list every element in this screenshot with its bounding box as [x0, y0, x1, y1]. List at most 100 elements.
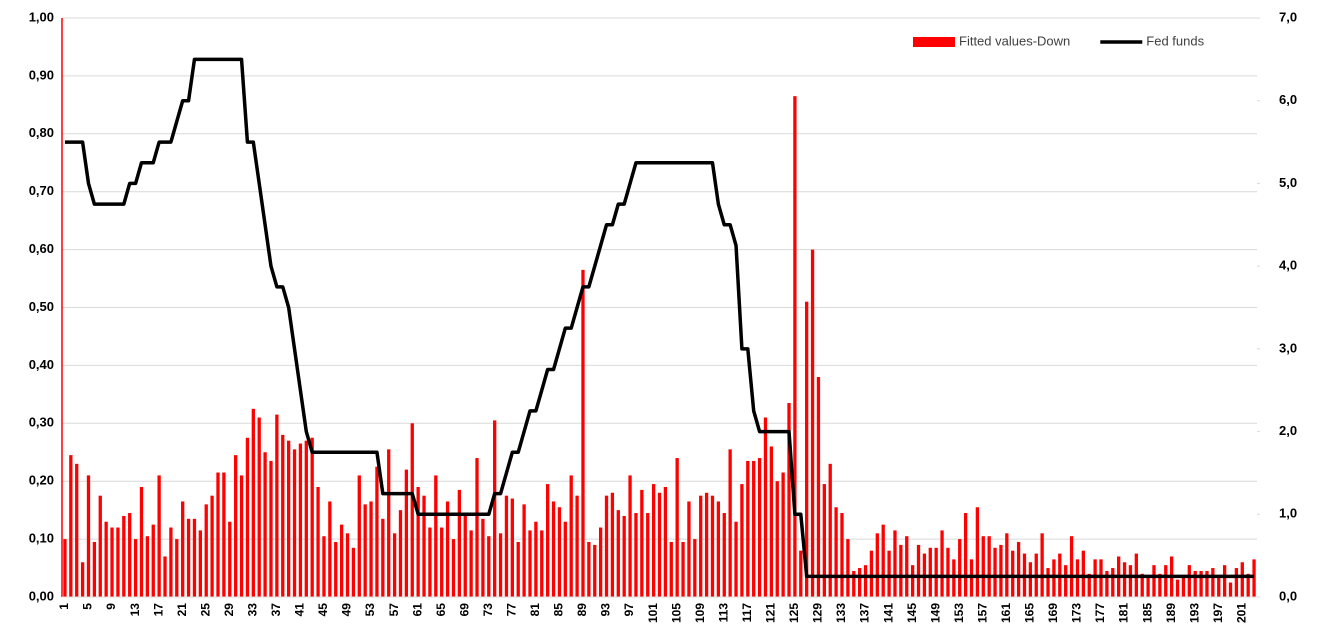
legend-label: Fed funds: [1146, 33, 1204, 48]
y-tick-label: 0,20: [29, 473, 54, 488]
bar: [728, 449, 732, 597]
x-tick-label: 57: [387, 603, 401, 617]
bar: [1005, 533, 1009, 597]
bar: [1199, 570, 1203, 597]
bar: [1181, 576, 1186, 597]
x-tick-label: 81: [528, 603, 542, 617]
bar: [1081, 550, 1085, 597]
bar: [598, 527, 603, 597]
bar: [210, 495, 214, 597]
bar: [840, 513, 844, 597]
bar: [504, 495, 509, 597]
bar: [593, 544, 597, 597]
x-tick-label: 89: [575, 603, 589, 617]
bar: [428, 527, 432, 597]
bar: [375, 466, 379, 597]
x-tick-label: 197: [1211, 603, 1225, 623]
bar: [834, 507, 838, 597]
bar: [163, 556, 167, 597]
bar: [640, 489, 644, 597]
bar: [481, 518, 485, 597]
bar: [822, 484, 826, 597]
bar: [604, 495, 609, 597]
bar: [86, 475, 91, 597]
x-tick-label: 189: [1164, 603, 1178, 623]
x-tick-label: 105: [669, 603, 683, 623]
bar: [651, 484, 656, 597]
y-tick-label: 0,10: [29, 531, 54, 546]
bar: [934, 547, 938, 597]
bar: [445, 501, 450, 597]
bar: [1217, 576, 1221, 597]
bar: [234, 455, 238, 597]
bar: [1105, 570, 1109, 597]
bar: [540, 530, 544, 597]
bar: [328, 501, 332, 597]
bar: [510, 498, 514, 597]
y-tick-label: 0,00: [29, 588, 54, 603]
x-tick-label: 9: [104, 603, 118, 610]
bar: [104, 521, 108, 597]
x-tick-label: 101: [646, 603, 660, 623]
bar: [1099, 559, 1103, 597]
x-tick-label: 137: [858, 603, 872, 623]
bar: [98, 495, 102, 597]
bar: [781, 472, 785, 597]
bar: [963, 513, 968, 597]
x-tick-label: 113: [716, 603, 730, 623]
bar: [1122, 562, 1127, 597]
bar: [1240, 562, 1244, 597]
bar: [916, 544, 921, 597]
bar: [805, 301, 809, 597]
y-tick-label: 0,80: [29, 125, 54, 140]
x-tick-label: 73: [481, 603, 495, 617]
x-tick-label: 97: [622, 603, 636, 617]
bar: [757, 458, 762, 597]
legend-label: Fitted values-Down: [959, 33, 1070, 48]
x-tick-label: 13: [128, 603, 142, 617]
bar: [634, 513, 638, 597]
x-tick-label: 129: [811, 603, 825, 623]
y-tick-label: 0,70: [29, 183, 54, 198]
bar: [345, 533, 350, 597]
bar: [1252, 559, 1256, 597]
y-tick-label: 0,90: [29, 67, 54, 82]
x-tick-label: 165: [1023, 603, 1037, 623]
bar: [846, 539, 850, 597]
x-tick-label: 65: [434, 603, 448, 617]
bar: [1175, 579, 1180, 597]
x-tick-label: 149: [928, 603, 942, 623]
x-tick-label: 93: [599, 603, 613, 617]
bar: [175, 539, 179, 597]
y2-tick-label: 4,0: [1279, 258, 1297, 273]
bar: [133, 539, 138, 597]
bar: [940, 530, 944, 597]
bar: [551, 501, 556, 597]
bar: [334, 541, 338, 597]
x-tick-label: 5: [81, 603, 95, 610]
bar: [1211, 568, 1215, 597]
bar: [80, 562, 85, 597]
bar: [1093, 559, 1097, 597]
x-tick-label: 117: [740, 603, 754, 623]
x-tick-label: 41: [293, 603, 307, 617]
bar: [251, 408, 255, 597]
bar: [404, 469, 409, 597]
bar: [575, 495, 579, 597]
bar: [704, 492, 709, 597]
y-tick-label: 0,40: [29, 357, 54, 372]
bar: [905, 536, 909, 597]
x-tick-label: 141: [881, 603, 895, 623]
bar: [852, 570, 856, 597]
bar: [1069, 536, 1074, 597]
bar: [828, 463, 832, 597]
bar: [516, 541, 520, 597]
bar: [316, 486, 320, 597]
bar: [122, 515, 126, 597]
bar: [1222, 565, 1227, 597]
x-tick-label: 53: [363, 603, 377, 617]
bar: [1205, 570, 1209, 597]
bar: [1228, 582, 1233, 597]
bar: [869, 550, 874, 597]
bar: [587, 541, 591, 597]
